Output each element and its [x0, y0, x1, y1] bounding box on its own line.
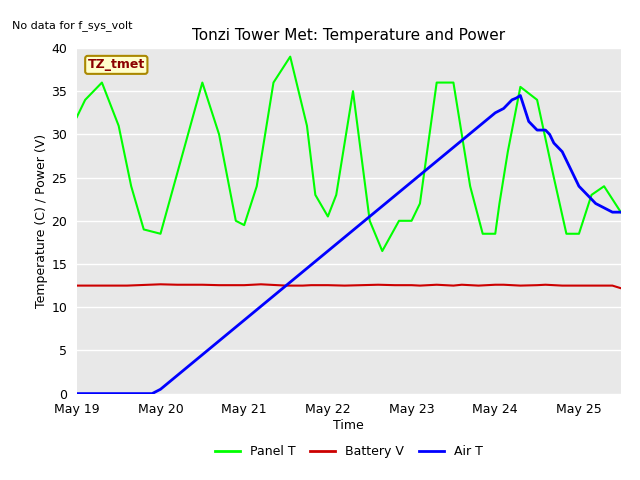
X-axis label: Time: Time	[333, 419, 364, 432]
Y-axis label: Temperature (C) / Power (V): Temperature (C) / Power (V)	[35, 134, 49, 308]
Text: No data for f_sys_volt: No data for f_sys_volt	[12, 20, 132, 31]
Text: TZ_tmet: TZ_tmet	[88, 59, 145, 72]
Title: Tonzi Tower Met: Temperature and Power: Tonzi Tower Met: Temperature and Power	[192, 28, 506, 43]
Legend: Panel T, Battery V, Air T: Panel T, Battery V, Air T	[210, 440, 488, 463]
